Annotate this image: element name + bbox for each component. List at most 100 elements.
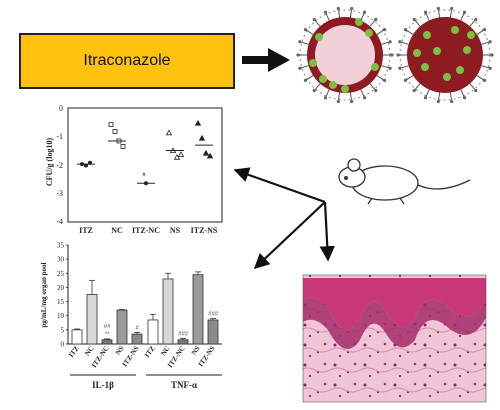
drug-particle xyxy=(433,47,441,55)
peg-tip xyxy=(474,88,478,93)
cytokine-chart: pg/mL/mg organ pool 0 5 10 15 20 25 30 35 ## ** #… xyxy=(40,242,222,390)
big-arrow-icon xyxy=(242,48,290,72)
peg-tip xyxy=(382,78,387,83)
group-label-il1b: IL-1β xyxy=(92,380,114,390)
significance-label: ** xyxy=(105,332,110,338)
peg-tip xyxy=(298,66,302,70)
significance-label: ## xyxy=(104,324,111,330)
peg-tip xyxy=(350,6,354,11)
cytokine-bar xyxy=(86,294,98,345)
drug-particle xyxy=(319,75,327,83)
drug-particle xyxy=(371,63,379,71)
peg-tip xyxy=(488,66,492,70)
peg-tip xyxy=(396,53,400,57)
cfu-y-ticks: 0 -1 -2 -3 -4 xyxy=(56,104,63,226)
cfu-data-point xyxy=(108,122,114,128)
peg-tip xyxy=(436,6,440,11)
cfu-chart: CFU/g (log10) 0 -1 -2 -3 -4 ITZ NC ITZ-N… xyxy=(45,104,223,235)
arrows-from-mouse xyxy=(233,167,335,270)
cytokine-ytick: 30 xyxy=(57,256,65,264)
cfu-ytick-3: -3 xyxy=(56,189,63,198)
cytokine-xtick: NC xyxy=(83,345,95,358)
cfu-xtick-itz: ITZ xyxy=(79,226,93,235)
peg-tip xyxy=(312,17,316,22)
cfu-xtick-ns: NS xyxy=(170,226,181,235)
significance-label: ### xyxy=(178,331,189,337)
peg-tip xyxy=(303,27,308,32)
peg-tip xyxy=(462,96,467,100)
cytokine-xtick: NS xyxy=(190,344,202,356)
cytokine-bar xyxy=(207,319,219,345)
peg-tip xyxy=(296,53,300,57)
peg-tip xyxy=(450,6,454,11)
peg-tip xyxy=(350,99,354,104)
cytokine-xtick: ITZ xyxy=(67,344,81,359)
peg-tip xyxy=(388,66,392,70)
drug-particle xyxy=(315,33,323,41)
peg-tip xyxy=(462,10,467,14)
cfu-ytick-0: 0 xyxy=(59,104,63,113)
cfu-data-point xyxy=(177,151,185,158)
cfu-data-point xyxy=(198,134,206,141)
drug-particle xyxy=(365,29,373,37)
peg-tip xyxy=(490,53,494,57)
peg-tip xyxy=(312,88,316,93)
significance-label: ### xyxy=(208,312,219,318)
peg-tip xyxy=(412,17,416,22)
drug-particle xyxy=(413,49,421,57)
peg-tip xyxy=(336,99,340,104)
cytokine-bar xyxy=(101,339,113,345)
drug-label: Itraconazole xyxy=(83,52,171,69)
drug-particle xyxy=(467,31,475,39)
cytokine-xtick: NS xyxy=(114,344,126,356)
peg-tip xyxy=(423,96,428,100)
cytokine-bar xyxy=(131,333,143,345)
cytokine-ytick: 20 xyxy=(57,284,65,292)
cfu-annotation-star: * xyxy=(142,171,146,181)
nanocapsule-icon xyxy=(296,6,394,104)
itraconazole-box: Itraconazole xyxy=(19,33,235,89)
cytokine-ytick: 10 xyxy=(57,312,65,320)
cytokine-bar xyxy=(71,329,83,345)
drug-particle xyxy=(421,63,429,71)
peg-tip xyxy=(374,17,378,22)
cytokine-xtick: ITZ xyxy=(143,344,157,359)
cfu-data-point xyxy=(194,119,202,126)
cfu-xtick-itz-ns: ITZ-NS xyxy=(191,226,218,235)
peg-tip xyxy=(474,17,478,22)
peg-tip xyxy=(298,40,302,44)
nanosphere-icon xyxy=(396,6,494,104)
cfu-ytick-2: -2 xyxy=(56,161,63,170)
peg-tip xyxy=(382,27,387,32)
cfu-x-ticks: ITZ NC ITZ-NC NS ITZ-NS xyxy=(79,226,218,235)
cfu-xtick-itz-nc: ITZ-NC xyxy=(132,226,160,235)
drug-particle xyxy=(329,81,337,89)
cytokine-bar xyxy=(192,274,204,345)
cytokine-bar xyxy=(177,339,189,345)
cytokine-ytick: 0 xyxy=(61,341,65,349)
cytokine-bar xyxy=(116,309,128,345)
peg-tip xyxy=(412,88,416,93)
peg-tip xyxy=(390,53,394,57)
drug-particle xyxy=(463,46,471,54)
peg-tip xyxy=(323,96,328,100)
cytokine-ytick: 35 xyxy=(57,242,65,250)
cfu-data-point xyxy=(165,129,173,136)
significance-label: # xyxy=(135,325,139,331)
mouse-icon xyxy=(338,158,471,205)
peg-tip xyxy=(323,10,328,14)
cfu-xtick-nc: NC xyxy=(111,226,123,235)
cytokine-xtick: NC xyxy=(159,345,171,358)
cfu-data-point xyxy=(120,144,126,149)
cfu-data-point xyxy=(173,154,181,160)
peg-tip xyxy=(488,40,492,44)
cytokine-bar xyxy=(162,278,174,345)
cytokine-ytick: 5 xyxy=(61,326,65,334)
cytokine-ytick: 25 xyxy=(57,270,65,278)
peg-tip xyxy=(423,10,428,14)
peg-tip xyxy=(362,96,367,100)
peg-tip xyxy=(362,10,367,14)
peg-tip xyxy=(336,6,340,11)
cfu-ytick-4: -4 xyxy=(56,217,63,226)
